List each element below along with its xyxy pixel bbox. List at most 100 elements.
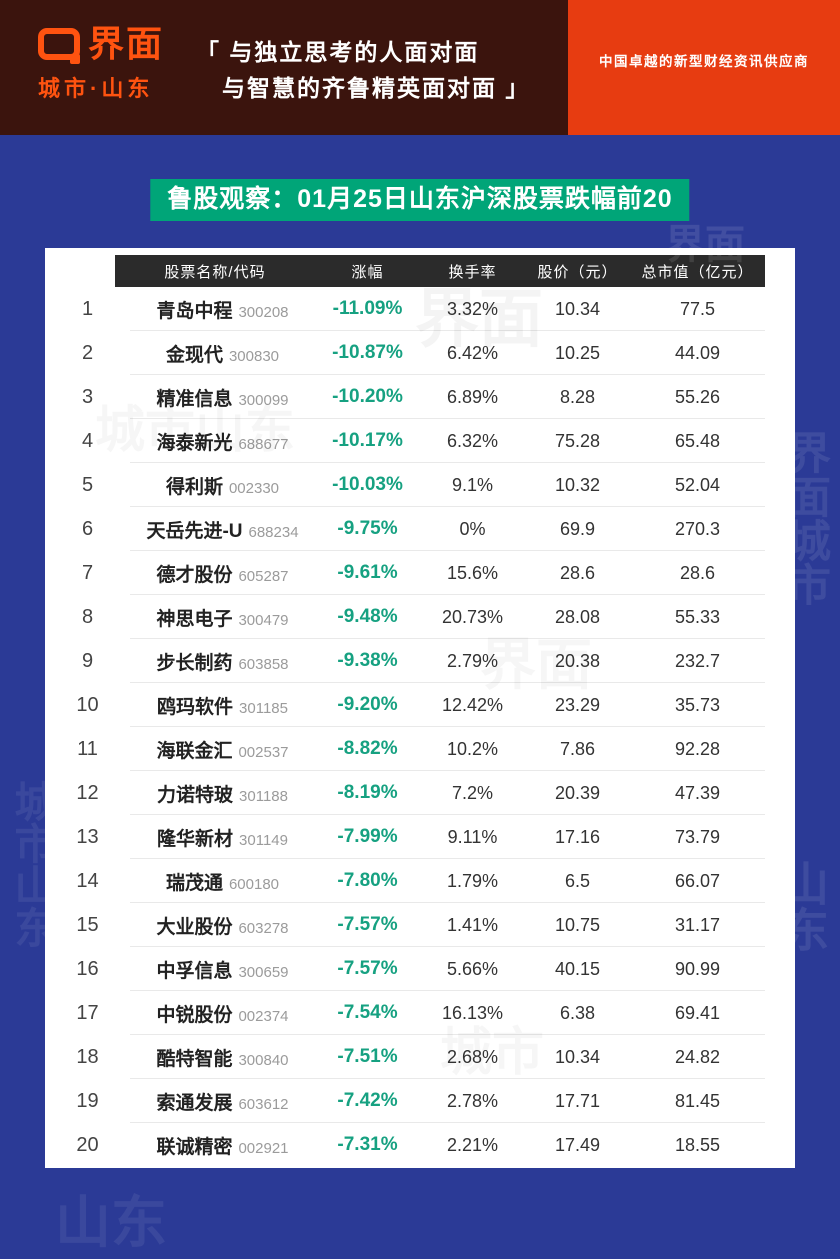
row-stock-name: 中孚信息 (156, 960, 233, 982)
row-rank: 15 (76, 913, 99, 936)
row-stock-code: 603278 (238, 919, 289, 937)
table-row: 19 索通发展 603612 -7.42% 2.78% 17.71 81.45 (45, 1079, 795, 1123)
table-row: 1 青岛中程 300208 -11.09% 3.32% 10.34 77.5 (45, 287, 795, 331)
row-stock-name: 隆华新材 (157, 828, 234, 850)
row-rank: 4 (81, 429, 94, 452)
row-turnover: 2.78% (446, 1090, 499, 1111)
row-change: -9.20% (337, 694, 398, 715)
row-stock-code: 300659 (238, 963, 289, 981)
row-price: 8.28 (559, 386, 596, 407)
row-stock-code: 300208 (238, 303, 289, 321)
row-stock-name: 力诺特玻 (157, 784, 234, 806)
row-stock-name: 步长制药 (156, 652, 233, 674)
table-row: 2 金现代 300830 -10.87% 6.42% 10.25 44.09 (45, 331, 795, 375)
row-cap: 232.7 (674, 650, 721, 671)
row-price: 6.38 (559, 1002, 596, 1023)
header: 界面 城市·山东 「 与独立思考的人面对面 与智慧的齐鲁精英面对面 」 中国卓越… (0, 0, 840, 135)
row-price: 20.38 (554, 650, 601, 671)
row-stock-name: 金现代 (165, 344, 223, 366)
row-stock: 海联金汇 002537 (130, 736, 315, 763)
row-stock-code: 301188 (239, 787, 288, 805)
row-turnover: 9.11% (447, 826, 498, 847)
slogan-text: 中国卓越的新型财经资讯供应商 (599, 54, 809, 69)
col-price: 股价（元） (537, 263, 618, 281)
table-row: 20 联诚精密 002921 -7.31% 2.21% 17.49 18.55 (45, 1123, 795, 1167)
row-stock-code: 300840 (238, 1051, 289, 1069)
row-stock: 步长制药 603858 (130, 648, 315, 675)
row-cap: 28.6 (679, 562, 716, 583)
row-stock-name: 瑞茂通 (165, 872, 223, 894)
row-change: -10.03% (332, 474, 403, 495)
row-stock-name: 海泰新光 (156, 432, 233, 454)
row-price: 40.15 (554, 958, 601, 979)
jiemian-logo: 界面 城市·山东 (38, 26, 164, 103)
row-price: 10.34 (554, 298, 601, 319)
row-stock: 酷特智能 300840 (130, 1044, 315, 1071)
row-stock: 金现代 300830 (130, 340, 315, 367)
row-cap: 18.55 (674, 1134, 721, 1155)
row-stock-code: 002537 (238, 743, 289, 761)
row-turnover: 7.2% (451, 782, 494, 803)
row-stock-name: 酷特智能 (156, 1048, 233, 1070)
row-cap: 47.39 (674, 782, 721, 803)
row-price: 6.5 (564, 870, 591, 891)
row-change: -7.51% (337, 1046, 398, 1067)
row-turnover: 2.21% (446, 1134, 499, 1155)
row-price: 23.29 (554, 694, 601, 715)
row-rank: 3 (81, 385, 94, 408)
row-price: 10.34 (554, 1046, 601, 1067)
row-stock-name: 海联金汇 (156, 740, 233, 762)
row-stock: 精准信息 300099 (130, 384, 315, 411)
row-turnover: 12.42% (441, 694, 504, 715)
row-stock-name: 德才股份 (156, 564, 233, 586)
stocks-card: 股票名称/代码 涨幅 换手率 股价（元） 总市值（亿元） 1 青岛中程 30020… (45, 248, 795, 1168)
row-stock-code: 603858 (238, 655, 289, 673)
row-stock-name: 精准信息 (156, 388, 233, 410)
table-row: 9 步长制药 603858 -9.38% 2.79% 20.38 232.7 (45, 639, 795, 683)
row-change: -9.75% (337, 518, 398, 539)
row-rank: 6 (81, 517, 94, 540)
row-rank: 2 (81, 341, 94, 364)
watermark: 山东 (55, 1191, 167, 1254)
col-name: 股票名称/代码 (164, 263, 266, 281)
row-change: -11.09% (332, 298, 403, 319)
row-change: -8.19% (337, 782, 398, 803)
table-row: 8 神思电子 300479 -9.48% 20.73% 28.08 55.33 (45, 595, 795, 639)
row-stock-code: 002330 (228, 479, 280, 497)
row-cap: 92.28 (674, 738, 721, 759)
slogan-banner: 中国卓越的新型财经资讯供应商 (568, 0, 840, 135)
row-price: 69.9 (559, 518, 596, 539)
row-stock-code: 300830 (228, 347, 280, 365)
row-change: -7.31% (337, 1134, 398, 1155)
table-row: 12 力诺特玻 301188 -8.19% 7.2% 20.39 47.39 (45, 771, 795, 815)
row-change: -7.54% (337, 1002, 398, 1023)
row-stock: 得利斯 002330 (130, 472, 315, 499)
row-turnover: 1.41% (446, 914, 499, 935)
table-header: 股票名称/代码 涨幅 换手率 股价（元） 总市值（亿元） (115, 255, 765, 287)
row-rank: 19 (76, 1089, 99, 1112)
row-turnover: 1.79% (446, 870, 499, 891)
row-stock-name: 鸥玛软件 (157, 696, 234, 718)
row-stock: 神思电子 300479 (130, 604, 315, 631)
row-rank: 16 (76, 957, 99, 980)
row-cap: 31.17 (674, 914, 721, 935)
row-stock: 鸥玛软件 301185 (130, 692, 315, 719)
row-stock-code: 301185 (239, 699, 288, 717)
row-stock-code: 600180 (228, 875, 280, 893)
row-rank: 11 (77, 737, 98, 760)
table-row: 15 大业股份 603278 -7.57% 1.41% 10.75 31.17 (45, 903, 795, 947)
row-turnover: 2.79% (446, 650, 499, 671)
row-stock: 力诺特玻 301188 (130, 780, 315, 807)
row-price: 10.75 (554, 914, 601, 935)
row-cap: 270.3 (674, 518, 721, 539)
row-rank: 18 (76, 1045, 99, 1068)
row-rank: 1 (81, 297, 94, 320)
row-stock-code: 002921 (238, 1139, 289, 1157)
row-stock: 德才股份 605287 (130, 560, 315, 587)
table-row: 17 中锐股份 002374 -7.54% 16.13% 6.38 69.41 (45, 991, 795, 1035)
row-stock-name: 天岳先进-U (146, 520, 243, 542)
row-cap: 90.99 (674, 958, 721, 979)
row-cap: 55.26 (674, 386, 721, 407)
row-turnover: 6.89% (446, 386, 499, 407)
table-row: 18 酷特智能 300840 -7.51% 2.68% 10.34 24.82 (45, 1035, 795, 1079)
